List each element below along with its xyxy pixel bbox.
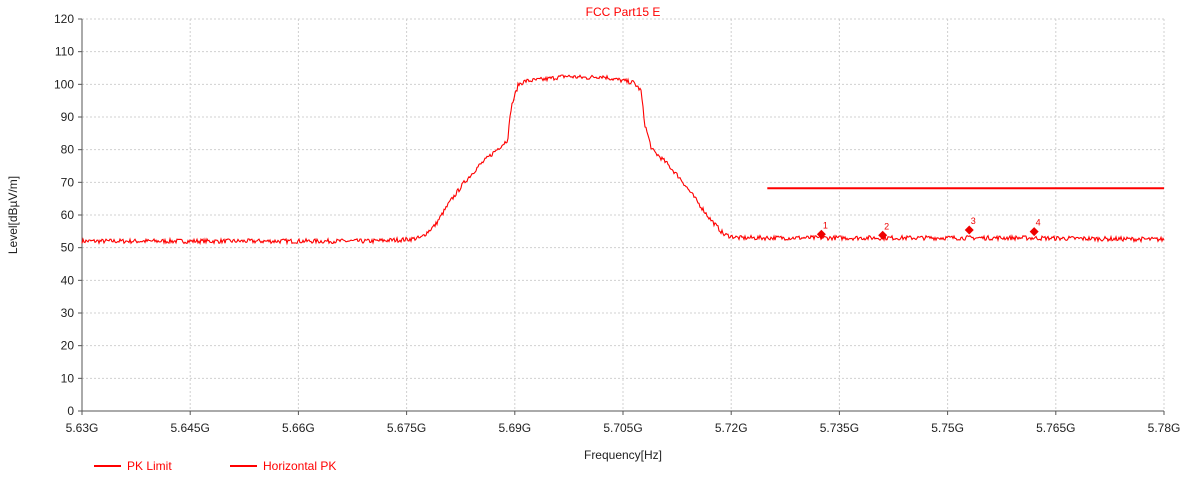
marker-4 (1029, 227, 1039, 237)
x-tick-label: 5.705G (603, 421, 642, 435)
x-tick-label: 5.75G (931, 421, 964, 435)
grid-layer (81, 18, 1165, 412)
x-tick-label: 5.675G (387, 421, 426, 435)
y-tick-label: 110 (55, 45, 74, 59)
marker-label-3: 3 (971, 216, 976, 226)
y-tick-label: 20 (61, 339, 75, 353)
y-tick-label: 10 (61, 371, 75, 385)
marker-1 (816, 229, 826, 239)
y-axis-title: Level[dBµV/m] (6, 176, 20, 254)
x-axis-title: Frequency[Hz] (584, 448, 662, 462)
marker-label-2: 2 (884, 221, 889, 231)
y-tick-label: 90 (61, 110, 75, 124)
y-tick-label: 60 (61, 208, 75, 222)
x-tick-label: 5.645G (171, 421, 210, 435)
y-tick-label: 0 (67, 404, 74, 418)
y-tick-label: 50 (61, 241, 75, 255)
x-tick-label: 5.63G (66, 421, 99, 435)
x-tick-label: 5.69G (498, 421, 531, 435)
x-tick-label: 5.735G (820, 421, 859, 435)
marker-label-4: 4 (1036, 218, 1041, 228)
y-tick-label: 80 (61, 143, 75, 157)
y-tick-label: 30 (61, 306, 75, 320)
y-tick-label: 120 (54, 12, 74, 26)
x-tick-label: 5.765G (1036, 421, 1075, 435)
x-tick-label: 5.78G (1148, 421, 1181, 435)
marker-label-1: 1 (823, 220, 828, 230)
y-tick-label: 100 (54, 77, 74, 91)
marker-3 (964, 225, 974, 235)
y-tick-label: 40 (61, 273, 75, 287)
legend: PK Limit Horizontal PK (94, 459, 336, 473)
series-layer (81, 74, 1165, 246)
series-horizontal-pk (81, 74, 1165, 246)
axis-layer: 0 10 20 30 40 50 60 70 80 90 100 110 120 5.63G 5.645G 5… (54, 12, 1180, 435)
legend-label-horizontal-pk: Horizontal PK (263, 459, 336, 473)
marker-layer: 1 2 3 4 (816, 216, 1041, 240)
x-tick-label: 5.66G (282, 421, 315, 435)
y-tick-label: 70 (61, 175, 75, 189)
marker-2 (878, 230, 888, 240)
legend-label-pk-limit: PK Limit (127, 459, 172, 473)
x-tick-label: 5.72G (715, 421, 748, 435)
chart-title: FCC Part15 E (586, 5, 661, 19)
